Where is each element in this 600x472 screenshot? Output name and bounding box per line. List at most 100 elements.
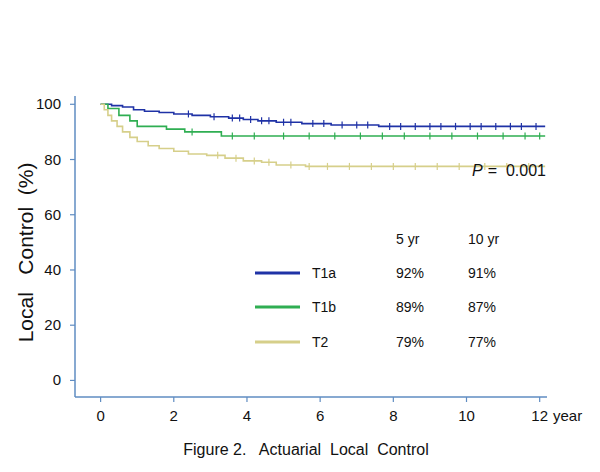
censor-mark [232,133,233,140]
censor-mark [309,163,310,170]
x-tick [466,397,467,402]
censor-mark [539,133,540,140]
censor-mark [283,133,284,140]
survival-curve [101,104,546,126]
legend-rate: 87% [468,299,496,315]
plot-area [101,104,546,170]
x-tick [100,397,101,402]
y-tick [70,380,75,381]
legend-column-header: 5 yr [396,231,420,247]
censor-mark [268,117,269,124]
x-tick-label: 10 [458,407,475,424]
censor-mark [502,133,503,140]
legend-label: T1b [312,299,336,315]
survival-curve [101,104,546,136]
censor-mark [415,163,416,170]
censor-mark [437,163,438,170]
censor-mark [367,121,368,128]
censor-mark [283,119,284,126]
survival-curve [101,104,546,166]
x-tick-label: 0 [96,407,104,424]
censor-mark [290,162,291,169]
legend-column-header: 10 yr [468,231,499,247]
y-tick-label: 80 [44,151,61,168]
legend-label: T2 [312,334,329,350]
censor-mark [261,117,262,124]
censor-mark [440,123,441,130]
y-tick-label: 60 [44,206,61,223]
censor-mark [217,152,218,159]
censor-mark [400,123,401,130]
y-tick [70,159,75,160]
p-value: P = 0.001 [472,162,546,179]
censor-mark [382,133,383,140]
legend-swatch [255,306,300,309]
censor-mark [389,123,390,130]
censor-mark [484,163,485,170]
legend-swatch [255,341,300,344]
censor-mark [312,120,313,127]
censor-mark [360,133,361,140]
x-tick-label: 6 [316,407,324,424]
censor-mark [250,116,251,123]
censor-mark [239,115,240,122]
censor-mark [371,163,372,170]
legend-rate: 91% [468,265,496,281]
censor-mark [451,133,452,140]
censor-mark [254,157,255,164]
censor-mark [327,163,328,170]
censor-mark [290,119,291,126]
title: Figure 2. Actuarial Local Control [183,441,428,458]
censor-mark [342,121,343,128]
censor-mark [309,133,310,140]
x-tick-label: 2 [170,407,178,424]
censor-mark [477,133,478,140]
y-tick [70,325,75,326]
censor-mark [429,123,430,130]
y-tick-label: 0 [53,371,61,388]
censor-mark [404,133,405,140]
y-tick [70,214,75,215]
x-tick-label: 12 [531,407,548,424]
legend-rate: 92% [396,265,424,281]
censor-mark [415,123,416,130]
censor-mark [232,115,233,122]
legend-swatch [255,272,300,275]
x-tick [393,397,394,402]
censor-mark [521,123,522,130]
censor-mark [334,133,335,140]
y-axis-line [74,96,76,397]
x-axis-line [75,396,547,398]
legend-rate: 77% [468,334,496,350]
censor-mark [524,133,525,140]
censor-mark [349,163,350,170]
censor-mark [510,123,511,130]
censor-mark [495,123,496,130]
p-symbol: P [472,162,483,179]
censor-mark [268,159,269,166]
y-tick-label: 100 [36,95,61,112]
censor-mark [213,113,214,120]
x-tick [246,397,247,402]
y-tick-label: 20 [44,316,61,333]
censor-mark [459,163,460,170]
x-tick-label: 8 [389,407,397,424]
legend-rate: 79% [396,334,424,350]
censor-mark [535,123,536,130]
legend-label: T1a [312,265,336,281]
chart: 0 20 40 60 80 100 0 2 4 6 8 10 12 year Local Control (… [0,0,600,472]
censor-mark [323,120,324,127]
y-tick-label: 40 [44,261,61,278]
censor-mark [254,133,255,140]
censor-mark [191,128,192,135]
x-tick-label: 4 [243,407,251,424]
y-tick [70,104,75,105]
censor-mark [455,123,456,130]
p-text: = 0.001 [488,162,546,179]
x-axis-label: year [553,407,582,424]
legend-rate: 89% [396,299,424,315]
y-axis-label: Local Control (%) [14,163,37,343]
censor-mark [429,133,430,140]
x-tick [320,397,321,402]
censor-mark [481,123,482,130]
